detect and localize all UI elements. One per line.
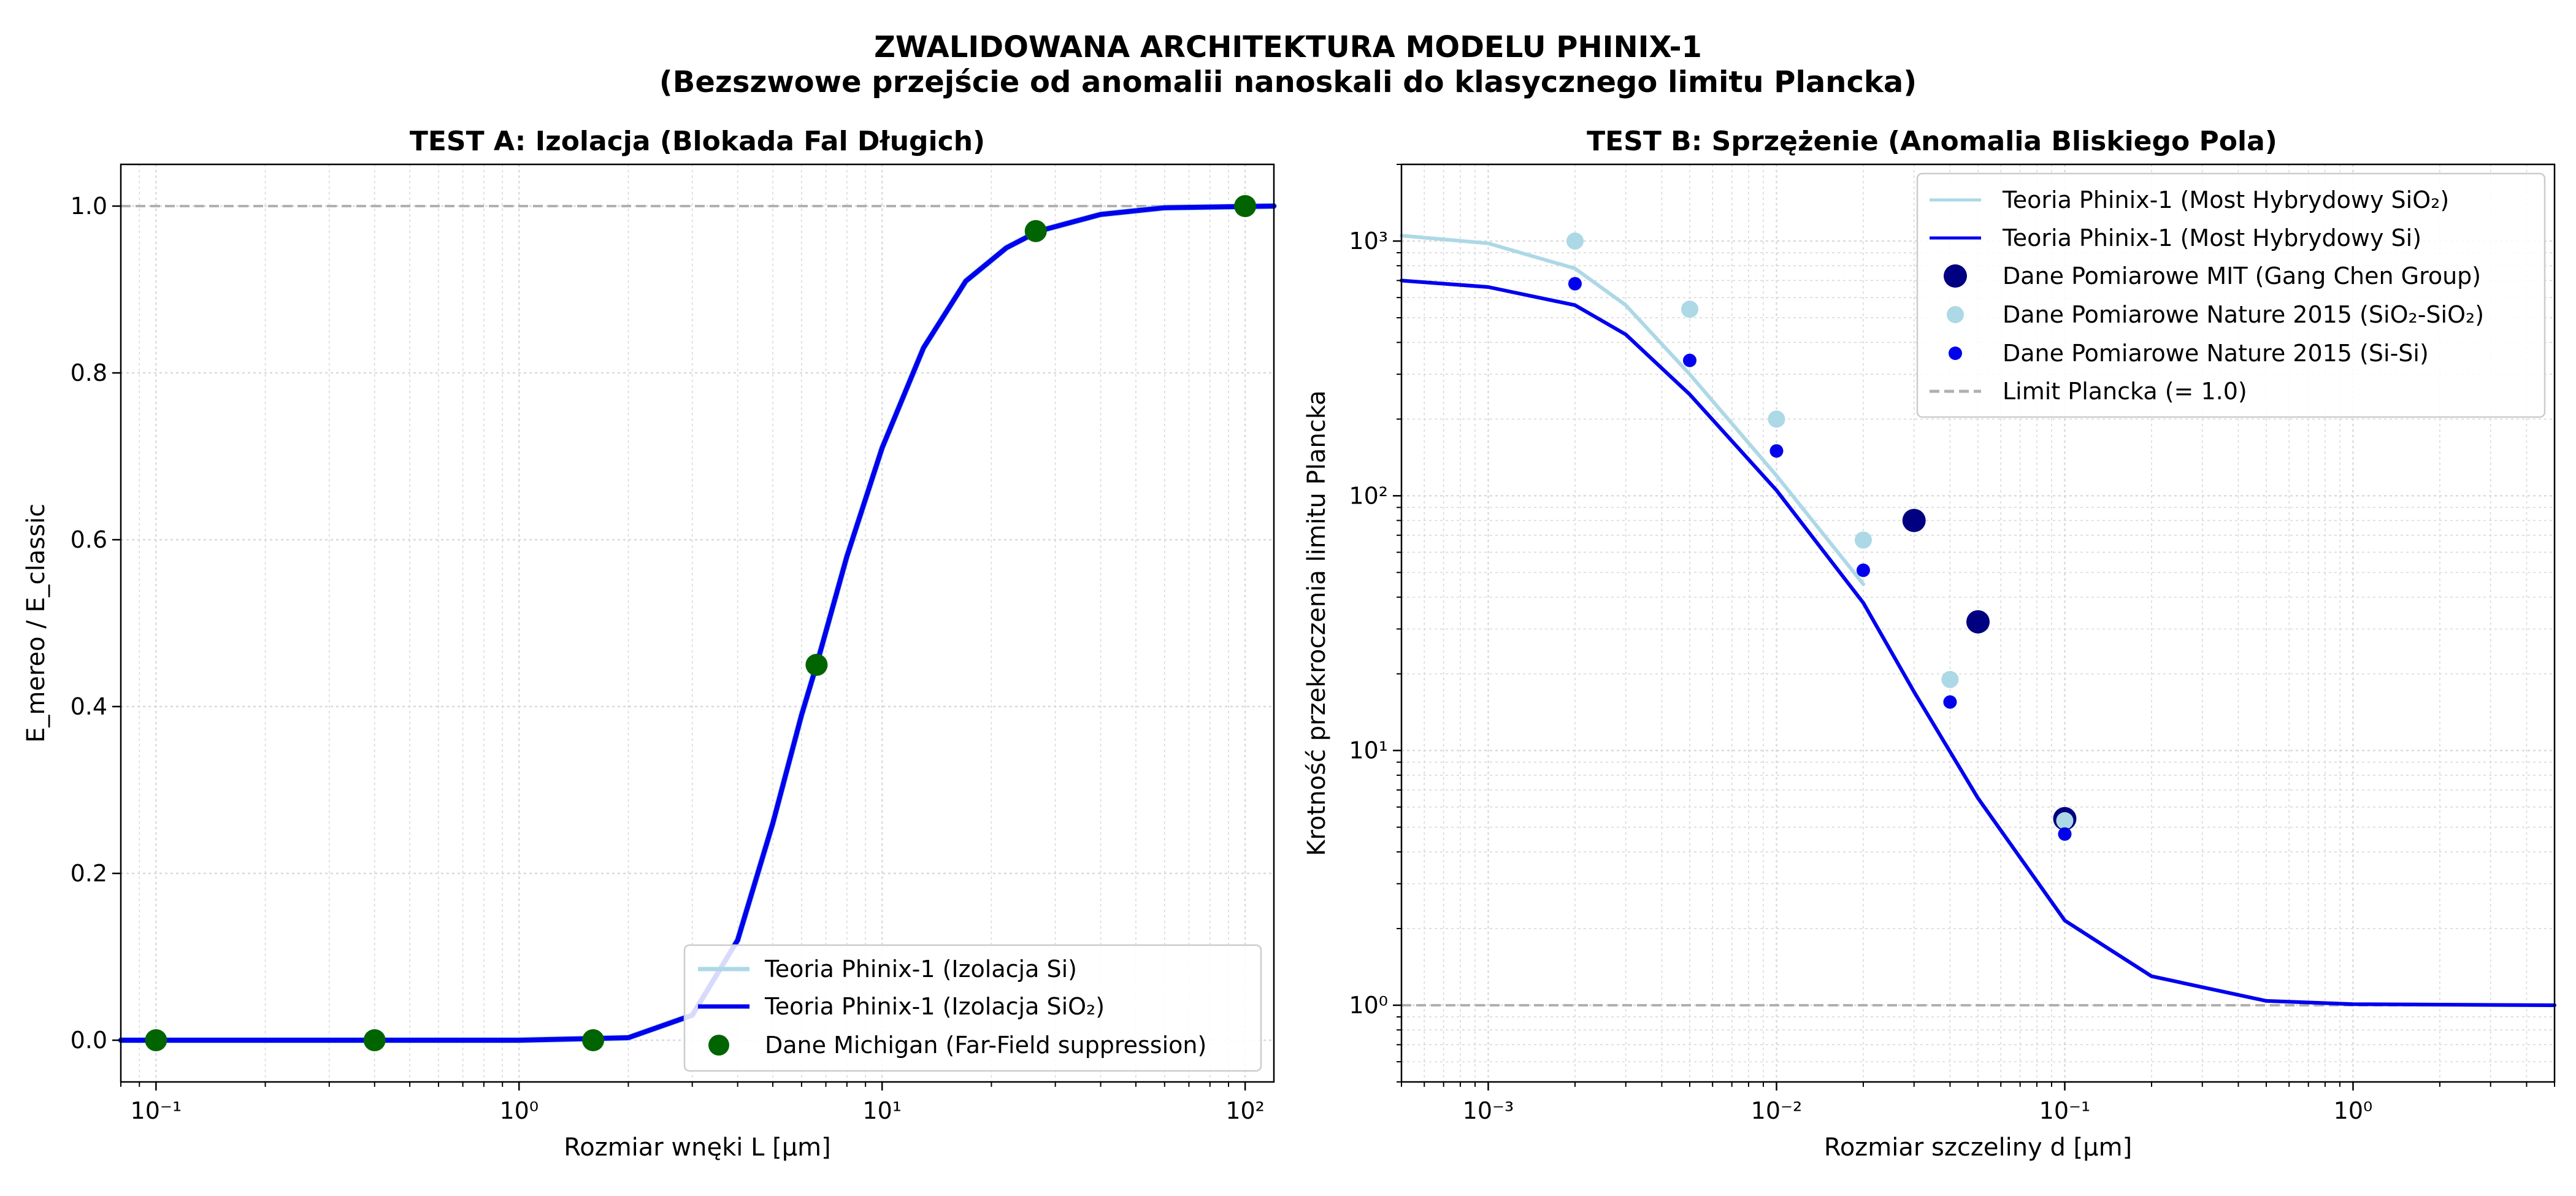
panel-b-series [1400, 232, 2556, 1007]
nature-sio2-data-point [2056, 812, 2074, 830]
x-tick-label: 10⁻³ [1463, 1097, 1514, 1124]
x-tick-label: 10² [1225, 1097, 1265, 1124]
panel-a-x-label: Rozmiar wnęki L [μm] [564, 1133, 831, 1162]
panel-a-frame [120, 163, 1275, 1083]
panel-b-ticks: 10⁻³ 10⁻² 10⁻¹ 10⁰ 10⁰ 10¹ 10² 10³ [1349, 164, 2555, 1124]
legend-swatch-nature-sio2-marker [1947, 306, 1964, 323]
x-tick-label: 10⁻¹ [2039, 1097, 2091, 1124]
panel-a-y-label: E_mereo / E_classic [22, 504, 50, 743]
nature-sio2-data-point [1854, 531, 1872, 549]
nature-sio2-data-point [1681, 301, 1698, 318]
panel-a-legend: Teoria Phinix-1 (Izolacja Si) Teoria Phi… [683, 944, 1262, 1072]
legend-label-mit: Dane Pomiarowe MIT (Gang Chen Group) [2003, 263, 2481, 289]
legend-label-nature-sio2: Dane Pomiarowe Nature 2015 (SiO₂-SiO₂) [2003, 301, 2484, 328]
legend-swatch-michigan-marker [708, 1035, 729, 1056]
michigan-data-point [1234, 195, 1257, 217]
mit-data-point [1902, 508, 1926, 532]
figure-title-line-2: (Bezszwowe przejście od anomalii nanoska… [659, 65, 1917, 99]
michigan-data-point [805, 654, 828, 676]
y-tick-label: 10⁰ [1349, 992, 1388, 1019]
x-tick-label: 10⁻² [1751, 1097, 1803, 1124]
nature-si-data-point [2058, 827, 2072, 841]
legend-swatch-mit-marker [1944, 264, 1967, 288]
panel-a-title: TEST A: Izolacja (Blokada Fal Długich) [410, 126, 985, 157]
nature-si-data-point [1568, 277, 1582, 291]
panel-b: TEST B: Sprzężenie (Anomalia Bliskiego P… [1303, 126, 2556, 1162]
panel-b-legend: Teoria Phinix-1 (Most Hybrydowy SiO₂) Te… [1916, 172, 2546, 418]
nature-si-data-point [1769, 444, 1784, 458]
michigan-data-point [363, 1029, 386, 1051]
legend-label-planck: Limit Plancka (= 1.0) [2003, 378, 2247, 405]
y-tick-label: 0.0 [71, 1027, 107, 1054]
theory-si-bridge-curve [1400, 278, 2556, 1007]
michigan-data-point [582, 1029, 605, 1051]
y-tick-label: 10³ [1349, 228, 1388, 255]
panel-b-x-label: Rozmiar szczeliny d [μm] [1824, 1133, 2132, 1162]
legend-label-michigan: Dane Michigan (Far-Field suppression) [765, 1032, 1206, 1059]
panel-b-y-label: Krotność przekroczenia limitu Plancka [1303, 390, 1331, 856]
panel-b-legend-box [1916, 172, 2546, 418]
theory-sio2-curve [118, 204, 1276, 1043]
y-tick-label: 10¹ [1349, 737, 1388, 764]
nature-sio2-data-point [1566, 232, 1584, 250]
nature-sio2-data-point [1941, 670, 1959, 688]
michigan-data-point [145, 1029, 167, 1051]
y-tick-label: 0.2 [71, 860, 107, 887]
y-tick-label: 10² [1349, 482, 1388, 509]
panel-a: TEST A: Izolacja (Blokada Fal Długich) 1… [22, 126, 1277, 1162]
panel-a-legend-box [683, 944, 1262, 1072]
y-tick-label: 0.8 [71, 359, 107, 386]
panel-a-grid [120, 164, 1274, 1082]
nature-sio2-data-point [1768, 410, 1785, 428]
nature-si-data-point [1683, 353, 1696, 367]
y-tick-label: 1.0 [71, 193, 107, 220]
legend-swatch-nature-si-marker [1949, 347, 1962, 360]
y-tick-label: 0.4 [71, 693, 107, 720]
nature-si-data-point [1856, 563, 1870, 577]
figure-title-line-1: ZWALIDOWANA ARCHITEKTURA MODELU PHINIX-1 [874, 30, 1702, 64]
x-tick-label: 10⁰ [499, 1097, 539, 1124]
legend-label-nature-si: Dane Pomiarowe Nature 2015 (Si-Si) [2003, 340, 2429, 367]
panel-a-series [118, 195, 1277, 1051]
theory-sio2-bridge-curve [1400, 234, 1865, 586]
legend-label-theory-si: Teoria Phinix-1 (Most Hybrydowy Si) [2002, 224, 2421, 251]
y-tick-label: 0.6 [71, 526, 107, 553]
x-tick-label: 10¹ [862, 1097, 902, 1124]
legend-label-sio2: Teoria Phinix-1 (Izolacja SiO₂) [764, 993, 1105, 1020]
legend-label-theory-sio2: Teoria Phinix-1 (Most Hybrydowy SiO₂) [2002, 186, 2449, 213]
michigan-data-point [1024, 220, 1047, 242]
x-tick-label: 10⁰ [2334, 1097, 2373, 1124]
legend-label-si: Teoria Phinix-1 (Izolacja Si) [764, 956, 1077, 983]
mit-data-point [1966, 610, 1990, 634]
nature-si-data-point [1943, 695, 1957, 709]
x-tick-label: 10⁻¹ [131, 1097, 182, 1124]
panel-a-ticks: 10⁻¹ 10⁰ 10¹ 10² 0.0 0.2 0.4 0.6 0.8 1.0 [71, 193, 1265, 1124]
panel-b-title: TEST B: Sprzężenie (Anomalia Bliskiego P… [1587, 126, 2277, 157]
